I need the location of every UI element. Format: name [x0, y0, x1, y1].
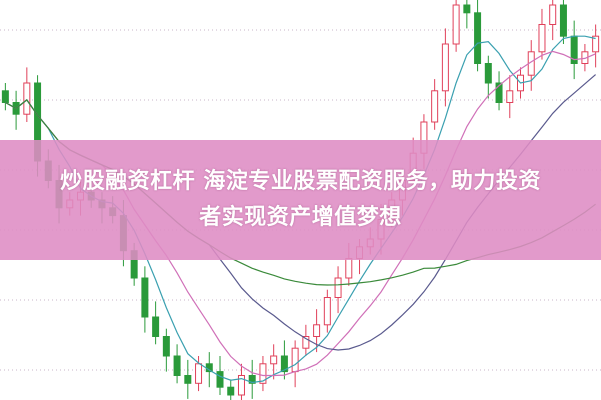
- candle-up: [302, 336, 310, 349]
- candle-up: [323, 297, 331, 326]
- candle-down: [1, 90, 9, 104]
- candle-up: [345, 258, 353, 279]
- candle-down: [162, 336, 170, 357]
- candle-up: [259, 363, 267, 384]
- banner-title-line1: 炒股融资杠杆 海淀专业股票配资服务，助力投资: [60, 169, 541, 194]
- candle-down: [184, 375, 192, 384]
- candle-up: [452, 4, 460, 45]
- candle-up: [291, 347, 299, 373]
- candle-up: [431, 90, 439, 123]
- title-banner: 炒股融资杠杆 海淀专业股票配资服务，助力投资 者实现资产增值梦想: [0, 140, 601, 260]
- candle-down: [463, 4, 471, 14]
- candle-up: [441, 43, 449, 92]
- candle-down: [474, 12, 482, 65]
- candle-down: [495, 82, 503, 103]
- candle-up: [313, 324, 321, 337]
- candle-down: [227, 386, 235, 396]
- candle-up: [270, 355, 278, 365]
- candle-down: [559, 4, 567, 37]
- candle-down: [216, 371, 224, 388]
- candle-up: [334, 277, 342, 298]
- candle-down: [248, 375, 256, 384]
- candle-up: [237, 375, 245, 396]
- candle-down: [280, 355, 288, 373]
- candle-up: [23, 82, 31, 115]
- candle-down: [141, 277, 149, 318]
- banner-title-line2: 者实现资产增值梦想: [199, 205, 402, 230]
- candle-up: [538, 24, 546, 53]
- candle-down: [484, 63, 492, 84]
- candle-down: [152, 316, 160, 337]
- candle-up: [195, 363, 203, 384]
- candle-up: [506, 90, 514, 104]
- candle-up: [549, 4, 557, 25]
- candle-down: [173, 355, 181, 376]
- candle-up: [592, 35, 600, 53]
